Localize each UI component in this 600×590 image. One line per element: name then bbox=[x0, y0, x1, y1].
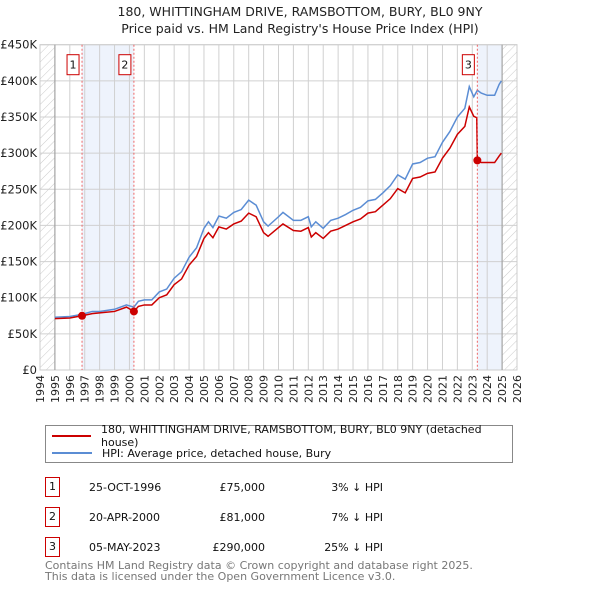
legend-swatch-price bbox=[52, 435, 91, 437]
x-tick-label: 2010 bbox=[273, 375, 286, 403]
x-tick-label: 1994 bbox=[34, 375, 47, 403]
x-tick-label: 2012 bbox=[302, 375, 315, 403]
sale-price: £290,000 bbox=[212, 541, 266, 554]
shaded-region bbox=[82, 44, 134, 370]
y-tick-label: £100K bbox=[0, 291, 37, 305]
x-tick-label: 2006 bbox=[213, 375, 226, 403]
x-tick-label: 1997 bbox=[79, 375, 92, 403]
x-tick-label: 2002 bbox=[153, 375, 166, 403]
x-tick-label: 2005 bbox=[198, 375, 211, 403]
legend-label-hpi: HPI: Average price, detached house, Bury bbox=[102, 446, 332, 460]
x-tick-label: 2013 bbox=[317, 375, 330, 403]
x-tick-label: 2007 bbox=[228, 375, 241, 403]
sale-row: 2 20-APR-2000 £81,000 7% ↓ HPI bbox=[45, 507, 545, 529]
y-tick-label: £350K bbox=[0, 110, 37, 124]
sale-date: 20-APR-2000 bbox=[89, 511, 161, 524]
y-tick-label: £0 bbox=[22, 363, 37, 377]
legend-label-price: 180, WHITTINGHAM DRIVE, RAMSBOTTOM, BURY… bbox=[101, 423, 482, 449]
sale-number: 1 bbox=[45, 477, 60, 497]
sale-label: 1 bbox=[70, 59, 77, 72]
x-tick-label: 2014 bbox=[332, 375, 345, 403]
y-tick-label: £150K bbox=[0, 255, 37, 269]
shaded-region bbox=[477, 44, 503, 370]
sale-point bbox=[473, 156, 482, 165]
footer: Contains HM Land Registry data © Crown c… bbox=[45, 560, 473, 582]
x-tick-label: 2018 bbox=[392, 375, 405, 403]
sale-number: 3 bbox=[45, 537, 60, 557]
chart-subtitle: Price paid vs. HM Land Registry's House … bbox=[121, 21, 479, 36]
x-tick-label: 2016 bbox=[362, 375, 375, 403]
sale-hpi-diff: 25% ↓ HPI bbox=[324, 541, 383, 554]
legend-swatch-hpi bbox=[52, 452, 92, 454]
y-tick-label: £300K bbox=[0, 146, 37, 160]
x-tick-label: 1999 bbox=[109, 375, 122, 403]
plot-border bbox=[39, 44, 518, 371]
sale-label: 3 bbox=[465, 59, 472, 72]
x-tick-label: 2022 bbox=[451, 375, 464, 403]
sale-hpi-diff: 3% ↓ HPI bbox=[331, 481, 383, 494]
x-tick-label: 2015 bbox=[347, 375, 360, 403]
sale-price: £81,000 bbox=[219, 511, 266, 524]
x-tick-label: 2000 bbox=[123, 375, 136, 403]
x-tick-label: 2008 bbox=[243, 375, 256, 403]
y-tick-label: £250K bbox=[0, 182, 37, 196]
sale-hpi-diff: 7% ↓ HPI bbox=[331, 511, 383, 524]
x-tick-label: 2021 bbox=[436, 375, 449, 403]
sale-label-box bbox=[461, 54, 475, 76]
x-tick-label: 2025 bbox=[496, 375, 509, 403]
price-paid-line bbox=[54, 104, 502, 320]
hatched-region bbox=[502, 44, 517, 370]
x-tick-label: 2009 bbox=[258, 375, 271, 403]
x-tick-label: 2003 bbox=[168, 375, 181, 403]
sale-point bbox=[78, 311, 87, 320]
plot-area: 1994 1995 1996 1997 1998 1999 2000 2001 2002 2003… bbox=[0, 38, 524, 403]
hatched-region bbox=[40, 44, 55, 370]
sale-label-box bbox=[118, 54, 132, 76]
sale-row: 1 25-OCT-1996 £75,000 3% ↓ HPI bbox=[45, 477, 545, 499]
sale-date: 25-OCT-1996 bbox=[89, 481, 162, 494]
sale-label: 2 bbox=[121, 59, 128, 72]
x-tick-label: 1995 bbox=[49, 375, 62, 403]
footer-line: This data is licensed under the Open Gov… bbox=[45, 570, 396, 583]
footer-line: Contains HM Land Registry data © Crown c… bbox=[45, 559, 473, 572]
sale-row: 3 05-MAY-2023 £290,000 25% ↓ HPI bbox=[45, 537, 545, 559]
x-tick-label: 2004 bbox=[183, 375, 196, 403]
hpi-line bbox=[54, 80, 502, 318]
x-tick-label: 2020 bbox=[422, 375, 435, 403]
x-tick-label: 2001 bbox=[138, 375, 151, 403]
y-tick-label: £400K bbox=[0, 74, 37, 88]
chart-title: 180, WHITTINGHAM DRIVE, RAMSBOTTOM, BURY… bbox=[117, 4, 483, 19]
x-tick-label: 2017 bbox=[377, 375, 390, 403]
y-tick-label: £200K bbox=[0, 218, 37, 232]
y-tick-label: £50K bbox=[8, 327, 38, 341]
y-tick-label: £450K bbox=[0, 38, 37, 52]
sale-price: £75,000 bbox=[219, 481, 266, 494]
x-tick-label: 2011 bbox=[287, 375, 300, 403]
sale-point bbox=[129, 307, 138, 316]
sale-label-box bbox=[66, 54, 80, 76]
x-tick-label: 2024 bbox=[481, 375, 494, 403]
x-tick-label: 1996 bbox=[64, 375, 77, 403]
x-tick-label: 2019 bbox=[407, 375, 420, 403]
sale-number: 2 bbox=[45, 507, 60, 527]
x-tick-label: 2026 bbox=[511, 375, 524, 403]
sale-date: 05-MAY-2023 bbox=[89, 541, 161, 554]
legend: 180, WHITTINGHAM DRIVE, RAMSBOTTOM, BURY… bbox=[45, 423, 513, 463]
x-tick-label: 1998 bbox=[94, 375, 107, 403]
x-tick-label: 2023 bbox=[466, 375, 479, 403]
